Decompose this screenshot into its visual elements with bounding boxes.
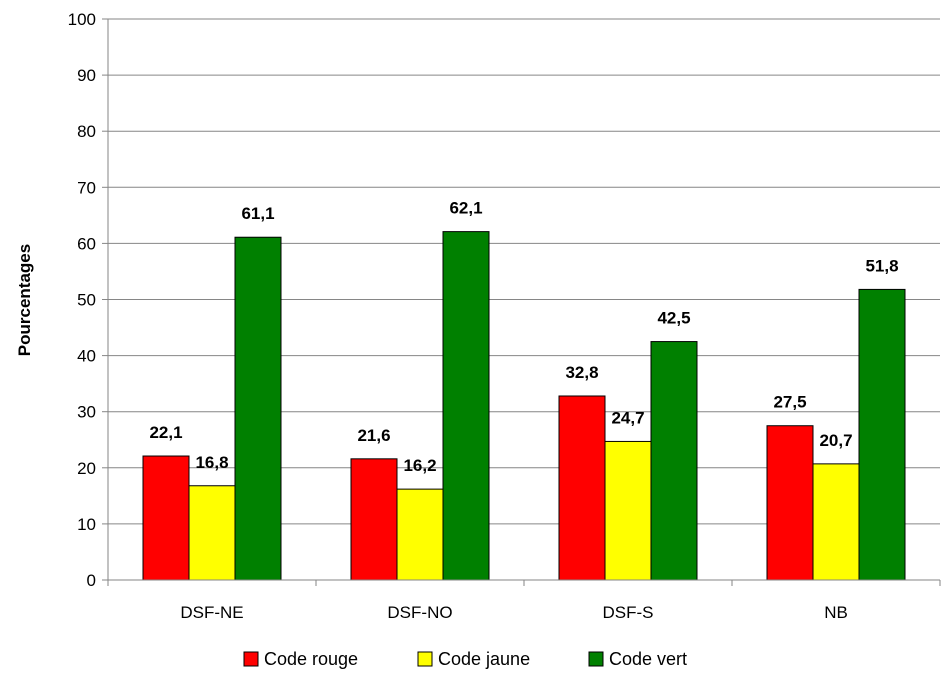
y-tick-label: 10 bbox=[77, 515, 96, 534]
bar-code-jaune-dsf-s bbox=[604, 440, 652, 581]
bar-code-rouge-nb bbox=[766, 425, 814, 581]
x-tick-label: DSF-S bbox=[603, 603, 654, 622]
bar-code-rouge-dsf-no bbox=[350, 458, 398, 581]
bar-code-rouge-dsf-s bbox=[558, 395, 606, 581]
y-axis: 0 10 20 30 40 50 60 70 80 90 100 bbox=[68, 10, 109, 590]
data-label: 42,5 bbox=[657, 309, 690, 328]
data-label: 24,7 bbox=[611, 408, 644, 427]
data-label: 51,8 bbox=[865, 256, 898, 275]
legend-swatch bbox=[588, 651, 604, 667]
data-label: 16,2 bbox=[403, 456, 436, 475]
y-tick-label: 90 bbox=[77, 66, 96, 85]
legend-label: Code vert bbox=[609, 649, 687, 669]
data-label: 16,8 bbox=[195, 453, 228, 472]
y-tick-label: 100 bbox=[68, 10, 96, 29]
legend: Code rouge Code jaune Code vert bbox=[243, 649, 687, 669]
y-axis-title: Pourcentages bbox=[15, 244, 34, 356]
x-tick-label: DSF-NE bbox=[180, 603, 243, 622]
y-tick-label: 20 bbox=[77, 459, 96, 478]
bar-code-vert-dsf-no bbox=[442, 231, 490, 581]
bar-code-vert-dsf-s bbox=[650, 341, 698, 581]
data-label: 20,7 bbox=[819, 431, 852, 450]
x-tick-label: NB bbox=[824, 603, 848, 622]
legend-label: Code jaune bbox=[438, 649, 530, 669]
y-tick-label: 0 bbox=[87, 571, 96, 590]
data-label: 21,6 bbox=[357, 426, 390, 445]
data-label: 32,8 bbox=[565, 363, 598, 382]
data-labels: 22,1 16,8 61,1 21,6 16,2 62,1 32,8 24,7 42,5 27,5… bbox=[149, 199, 898, 475]
bar-code-jaune-dsf-no bbox=[396, 488, 444, 581]
y-tick-label: 70 bbox=[77, 178, 96, 197]
bar-code-jaune-dsf-ne bbox=[188, 485, 236, 581]
y-tick-label: 80 bbox=[77, 122, 96, 141]
data-label: 62,1 bbox=[449, 199, 482, 218]
bar-code-vert-dsf-ne bbox=[234, 236, 282, 581]
legend-swatch bbox=[417, 651, 433, 667]
x-tick-label: DSF-NO bbox=[387, 603, 452, 622]
y-tick-label: 40 bbox=[77, 347, 96, 366]
bar-code-jaune-nb bbox=[812, 463, 860, 581]
x-axis: DSF-NE DSF-NO DSF-S NB bbox=[107, 579, 941, 622]
legend-label: Code rouge bbox=[264, 649, 358, 669]
bars bbox=[142, 231, 906, 581]
data-label: 22,1 bbox=[149, 423, 182, 442]
y-tick-label: 60 bbox=[77, 234, 96, 253]
y-tick-label: 50 bbox=[77, 291, 96, 310]
bar-code-vert-nb bbox=[858, 288, 906, 581]
gridlines bbox=[108, 18, 940, 525]
data-label: 61,1 bbox=[241, 204, 274, 223]
legend-swatch bbox=[243, 651, 259, 667]
y-tick-label: 30 bbox=[77, 403, 96, 422]
data-label: 27,5 bbox=[773, 393, 806, 412]
bar-code-rouge-dsf-ne bbox=[142, 455, 190, 581]
